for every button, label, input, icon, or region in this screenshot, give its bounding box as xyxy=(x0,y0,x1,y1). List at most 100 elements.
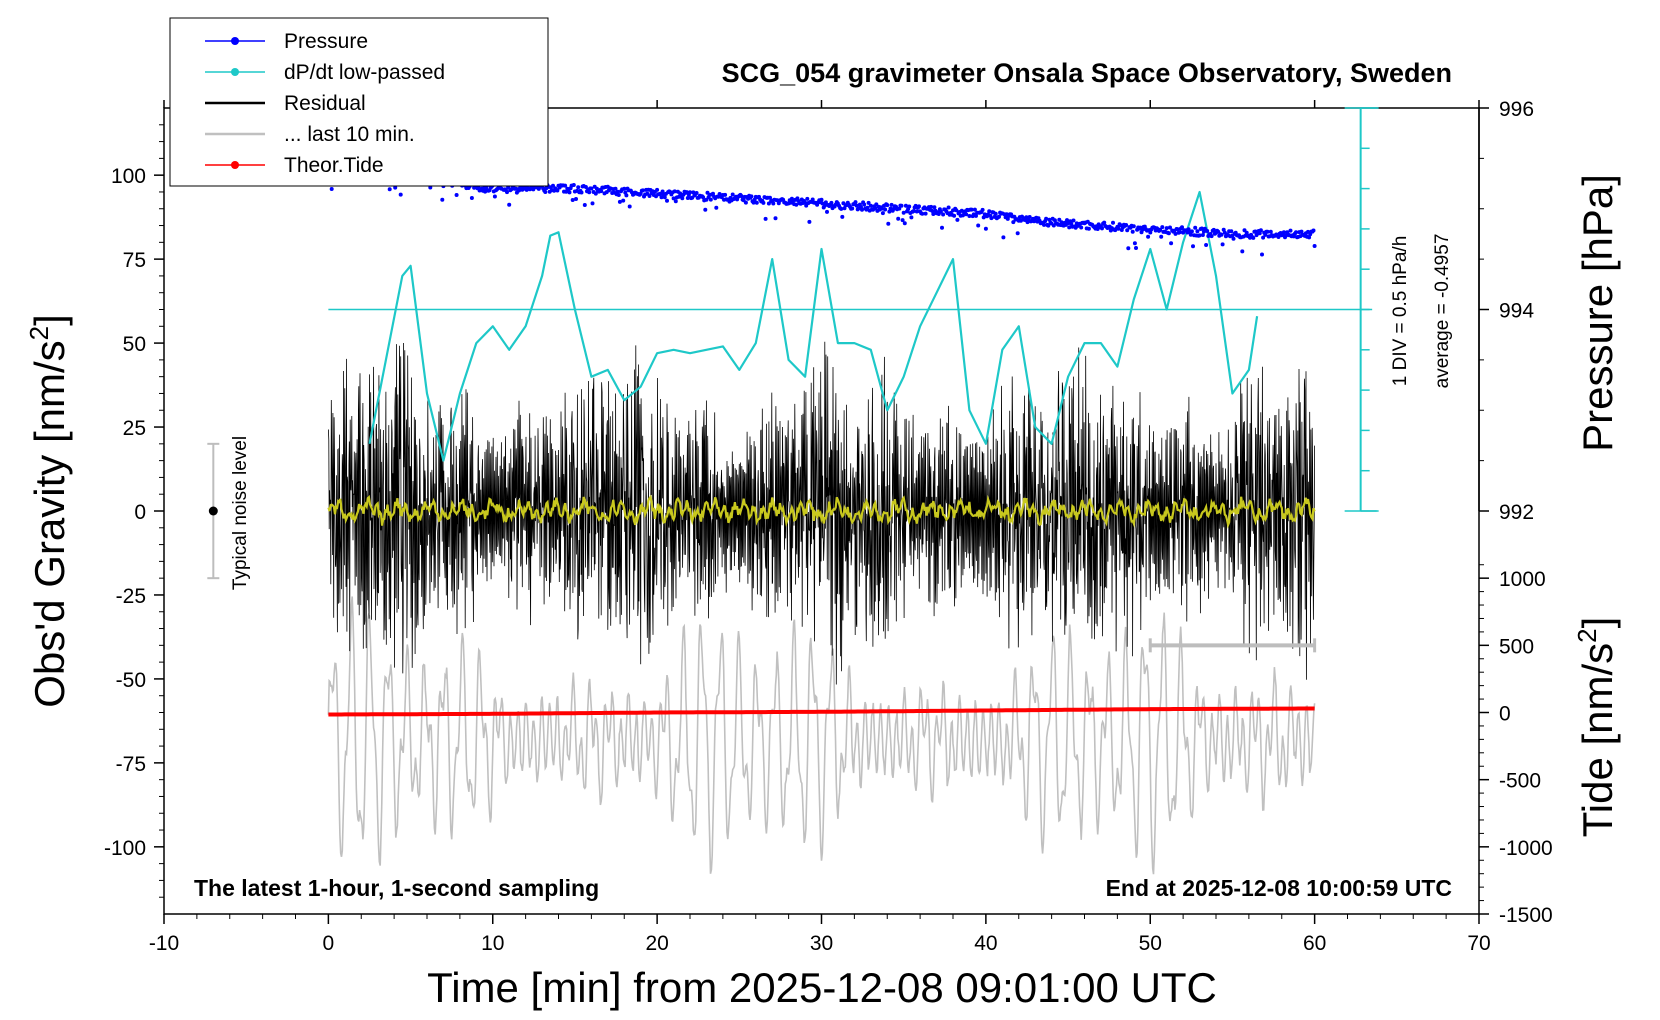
pressure-point xyxy=(754,200,759,205)
pressure-point xyxy=(1001,235,1006,240)
pressure-point xyxy=(589,186,594,191)
pressure-point xyxy=(840,214,845,219)
pressure-point xyxy=(1166,231,1171,236)
legend-label: Residual xyxy=(284,92,366,115)
pressure-point xyxy=(1079,225,1084,230)
pressure-point xyxy=(964,212,969,217)
y-left-tick-label: -50 xyxy=(116,669,146,692)
y-left-tick-label: 0 xyxy=(134,501,146,524)
pressure-point xyxy=(865,205,870,210)
pressure-point xyxy=(805,196,810,201)
pressure-point xyxy=(940,225,944,230)
pressure-point xyxy=(647,194,652,198)
pressure-point xyxy=(555,188,560,193)
pressure-point xyxy=(771,201,776,206)
pressure-point xyxy=(655,187,660,192)
pressure-point xyxy=(329,187,334,191)
pressure-point xyxy=(613,186,618,191)
pressure-point xyxy=(1100,226,1104,231)
pressure-point xyxy=(917,204,921,209)
residual-smoothed-line xyxy=(327,494,1316,529)
pressure-point xyxy=(1164,226,1169,231)
pressure-point xyxy=(941,212,946,217)
pressure-point xyxy=(638,191,643,196)
pressure-point xyxy=(1299,229,1304,234)
pressure-point xyxy=(1219,232,1224,237)
pressure-point xyxy=(993,211,998,216)
dpdt-average-label: average = -0.4957 xyxy=(1432,234,1453,389)
pressure-point xyxy=(616,193,621,197)
pressure-point xyxy=(829,200,834,205)
typical-noise-bar xyxy=(207,442,220,580)
pressure-point xyxy=(989,216,994,221)
pressure-point xyxy=(659,195,664,200)
pressure-point xyxy=(1159,234,1164,239)
pressure-tick-label: 996 xyxy=(1499,98,1534,121)
pressure-axis-ticks: 996 994 992 xyxy=(1478,98,1534,524)
pressure-point xyxy=(593,191,598,196)
pressure-point xyxy=(1146,234,1151,239)
pressure-point xyxy=(932,205,937,210)
x-tick-label: 40 xyxy=(974,932,997,955)
pressure-point xyxy=(853,200,858,205)
pressure-point xyxy=(825,209,829,214)
pressure-point xyxy=(955,217,960,222)
pressure-point xyxy=(398,192,403,197)
legend-label: Theor.Tide xyxy=(284,154,384,177)
pressure-point xyxy=(810,197,815,202)
pressure-point xyxy=(1276,235,1281,239)
pressure-point xyxy=(723,192,728,197)
pressure-point xyxy=(1124,223,1129,227)
pressure-point xyxy=(483,189,488,194)
pressure-point xyxy=(1229,229,1234,234)
note-latest-hour: The latest 1-hour, 1-second sampling xyxy=(194,875,599,901)
pressure-point xyxy=(899,203,904,208)
tide-tick-label: 0 xyxy=(1499,703,1511,726)
y-left-label-close: ] xyxy=(26,314,73,326)
pressure-point xyxy=(903,203,908,208)
pressure-point xyxy=(1288,228,1293,233)
pressure-point xyxy=(582,203,587,207)
pressure-point xyxy=(579,190,584,195)
x-tick-label: 30 xyxy=(810,932,833,955)
pressure-point xyxy=(866,200,871,205)
pressure-point xyxy=(773,216,778,221)
pressure-point xyxy=(1111,220,1115,225)
pressure-point xyxy=(751,200,756,205)
x-tick-label: 60 xyxy=(1303,932,1326,955)
pressure-point xyxy=(946,205,951,210)
y-tide-label-close: ] xyxy=(1574,617,1621,629)
pressure-point xyxy=(868,203,873,208)
y-tide-label-main: Tide [nm/s xyxy=(1574,643,1621,838)
x-tick-label: 10 xyxy=(481,932,504,955)
pressure-point xyxy=(952,213,957,218)
pressure-point xyxy=(901,210,906,215)
pressure-point xyxy=(599,189,604,194)
pressure-point xyxy=(672,189,677,194)
pressure-point xyxy=(885,203,890,208)
pressure-point xyxy=(665,198,669,203)
pressure-point xyxy=(850,206,855,211)
pressure-point xyxy=(1180,225,1184,230)
dpdt-scale-bar xyxy=(1344,107,1379,512)
pressure-point xyxy=(930,208,935,213)
pressure-point xyxy=(1294,230,1298,235)
pressure-point xyxy=(1046,223,1051,228)
pressure-point xyxy=(1158,227,1163,232)
pressure-point xyxy=(1059,220,1064,225)
pressure-point xyxy=(902,221,907,226)
pressure-point xyxy=(1042,222,1046,227)
pressure-point xyxy=(842,206,847,211)
x-axis-ticks: -10 0 10 20 30 40 50 60 70 xyxy=(149,100,1491,955)
pressure-point xyxy=(1044,216,1049,221)
dpdt-line xyxy=(368,190,1259,462)
pressure-point xyxy=(1251,235,1256,240)
pressure-point xyxy=(1265,229,1270,234)
pressure-point xyxy=(768,195,772,200)
legend-swatch-marker xyxy=(231,37,239,45)
y-left-axis-label: Obs'd Gravity [nm/s2] xyxy=(24,314,73,708)
pressure-point xyxy=(804,203,809,208)
pressure-point xyxy=(1134,246,1138,250)
pressure-point xyxy=(1240,249,1245,254)
pressure-point xyxy=(1005,216,1010,221)
